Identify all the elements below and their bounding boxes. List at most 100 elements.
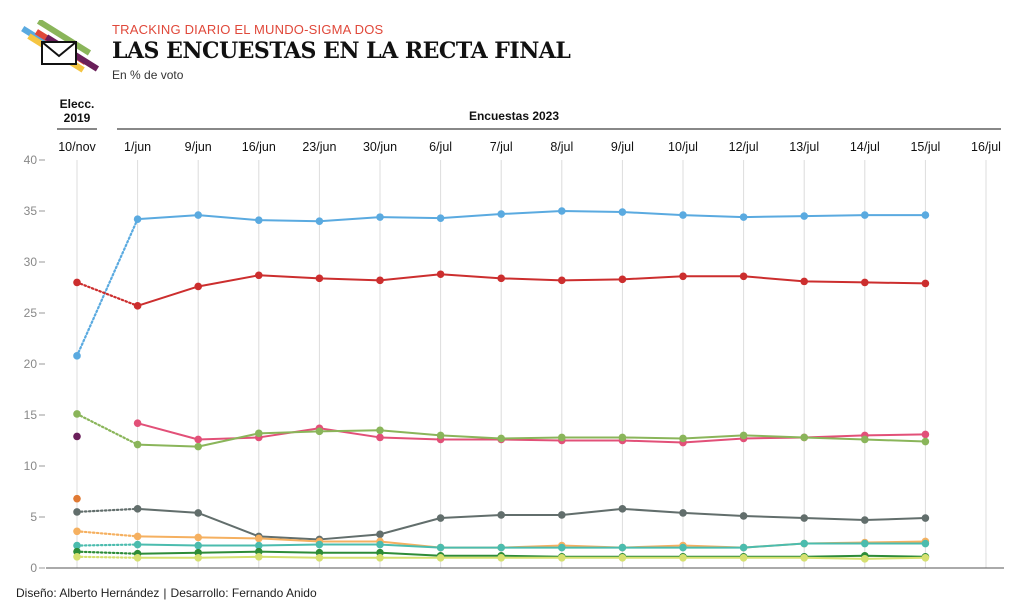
series-0-point <box>194 211 202 219</box>
y-tick-label: 30 <box>24 255 38 269</box>
x-tick-label: 1/jun <box>124 140 151 154</box>
series-0-point <box>73 352 81 360</box>
series-6-point <box>194 509 202 517</box>
series-3-point <box>679 434 687 443</box>
x-tick-label: 13/jul <box>789 140 819 154</box>
x-tick-label: 10/jul <box>668 140 698 154</box>
series-6-point <box>376 530 384 539</box>
series-10-point <box>73 552 81 561</box>
series-10-point <box>194 554 202 562</box>
series-10-point <box>618 554 627 562</box>
series-2-point <box>921 430 930 439</box>
series-6-point <box>73 508 81 516</box>
series-3-point <box>497 434 506 443</box>
x-tick-label: 12/jul <box>729 140 759 154</box>
y-tick-label: 25 <box>24 306 38 320</box>
series-8-point <box>254 541 263 550</box>
y-tick-label: 15 <box>24 408 38 422</box>
series-10-point <box>254 552 263 561</box>
series-0-line <box>137 210 926 223</box>
series-8-point <box>800 539 808 548</box>
series-6-point <box>133 505 142 513</box>
subtitle: En % de voto <box>112 68 184 82</box>
series-8-point <box>315 540 324 549</box>
series-8-point <box>618 543 627 552</box>
series-0-point <box>679 211 687 219</box>
x-tick-label: 10/nov <box>58 140 96 154</box>
series-3-point <box>133 440 142 449</box>
series-1-point <box>73 278 81 287</box>
series-3-point <box>558 433 566 442</box>
x-tick-label: 7/jul <box>490 140 513 154</box>
series-0-point <box>133 215 142 223</box>
series-0-point <box>800 212 808 220</box>
series-0-point <box>436 214 445 222</box>
series-10-point <box>558 554 566 562</box>
series-10-point <box>497 554 506 562</box>
series-3-line <box>137 429 926 448</box>
series-3-point <box>194 442 202 451</box>
page-title: LAS ENCUESTAS EN LA RECTA FINAL <box>112 38 571 64</box>
series-3-point <box>436 431 445 440</box>
series-1-line <box>137 273 926 307</box>
group-label-line1: Elecc. <box>60 97 95 111</box>
x-tick-label: 6/jul <box>429 140 452 154</box>
y-tick-label: 35 <box>24 204 38 218</box>
series-10-connector <box>75 555 139 559</box>
series-6-point <box>861 516 869 524</box>
series-10-point <box>133 554 142 562</box>
logo <box>14 18 106 84</box>
series-0-point <box>315 217 324 225</box>
series-7-connector <box>75 530 139 538</box>
series-3-point <box>921 437 930 446</box>
group-label: Encuestas 2023 <box>469 109 559 123</box>
y-tick-label: 20 <box>24 357 38 371</box>
series-0-point <box>254 216 263 224</box>
x-tick-label: 9/jul <box>611 140 634 154</box>
series-0-point <box>861 211 869 219</box>
series-1-point <box>861 278 869 287</box>
series-8-point <box>921 539 930 548</box>
credit-development: Desarrollo: Fernando Anido <box>170 586 317 600</box>
kicker: TRACKING DIARIO EL MUNDO-SIGMA DOS <box>112 22 384 37</box>
series-6-point <box>800 514 808 522</box>
series-8-point <box>73 541 81 550</box>
series-5-point <box>73 494 81 503</box>
series-3-point <box>739 431 748 440</box>
series-10-point <box>436 554 445 562</box>
series-6-point <box>618 505 627 513</box>
series-8-point <box>558 543 566 552</box>
series-0-point <box>921 211 930 219</box>
series-1-point <box>800 277 808 286</box>
series-2-point <box>133 419 142 427</box>
series-8-point <box>497 543 506 552</box>
series-3-point <box>73 410 81 418</box>
series-2-point <box>194 435 202 444</box>
series-1-point <box>376 276 384 285</box>
series-6-point <box>558 511 566 519</box>
series-9-connector <box>75 550 139 555</box>
series-8-point <box>739 543 748 552</box>
y-tick-label: 40 <box>24 153 38 167</box>
series-10-point <box>921 554 930 562</box>
series-0-point <box>497 210 506 218</box>
series-4-point <box>73 432 81 441</box>
series-1-connector <box>75 281 139 307</box>
credit-design: Diseño: Alberto Hernández <box>16 586 160 600</box>
x-tick-label: 30/jun <box>363 140 397 154</box>
y-tick-label: 0 <box>30 561 37 575</box>
series-8-point <box>861 539 869 548</box>
series-6-point <box>436 514 445 522</box>
series-1-point <box>254 271 263 280</box>
y-tick-label: 5 <box>30 510 37 524</box>
envelope-icon <box>41 41 77 65</box>
series-8-point <box>376 540 384 549</box>
x-tick-label: 15/jul <box>910 140 940 154</box>
series-0-point <box>618 208 627 216</box>
series-10-point <box>861 555 869 563</box>
series-6-point <box>679 509 687 517</box>
series-3-point <box>861 435 869 444</box>
series-10-point <box>739 554 748 562</box>
series-8-line <box>137 542 926 549</box>
series-1-point <box>315 274 324 283</box>
